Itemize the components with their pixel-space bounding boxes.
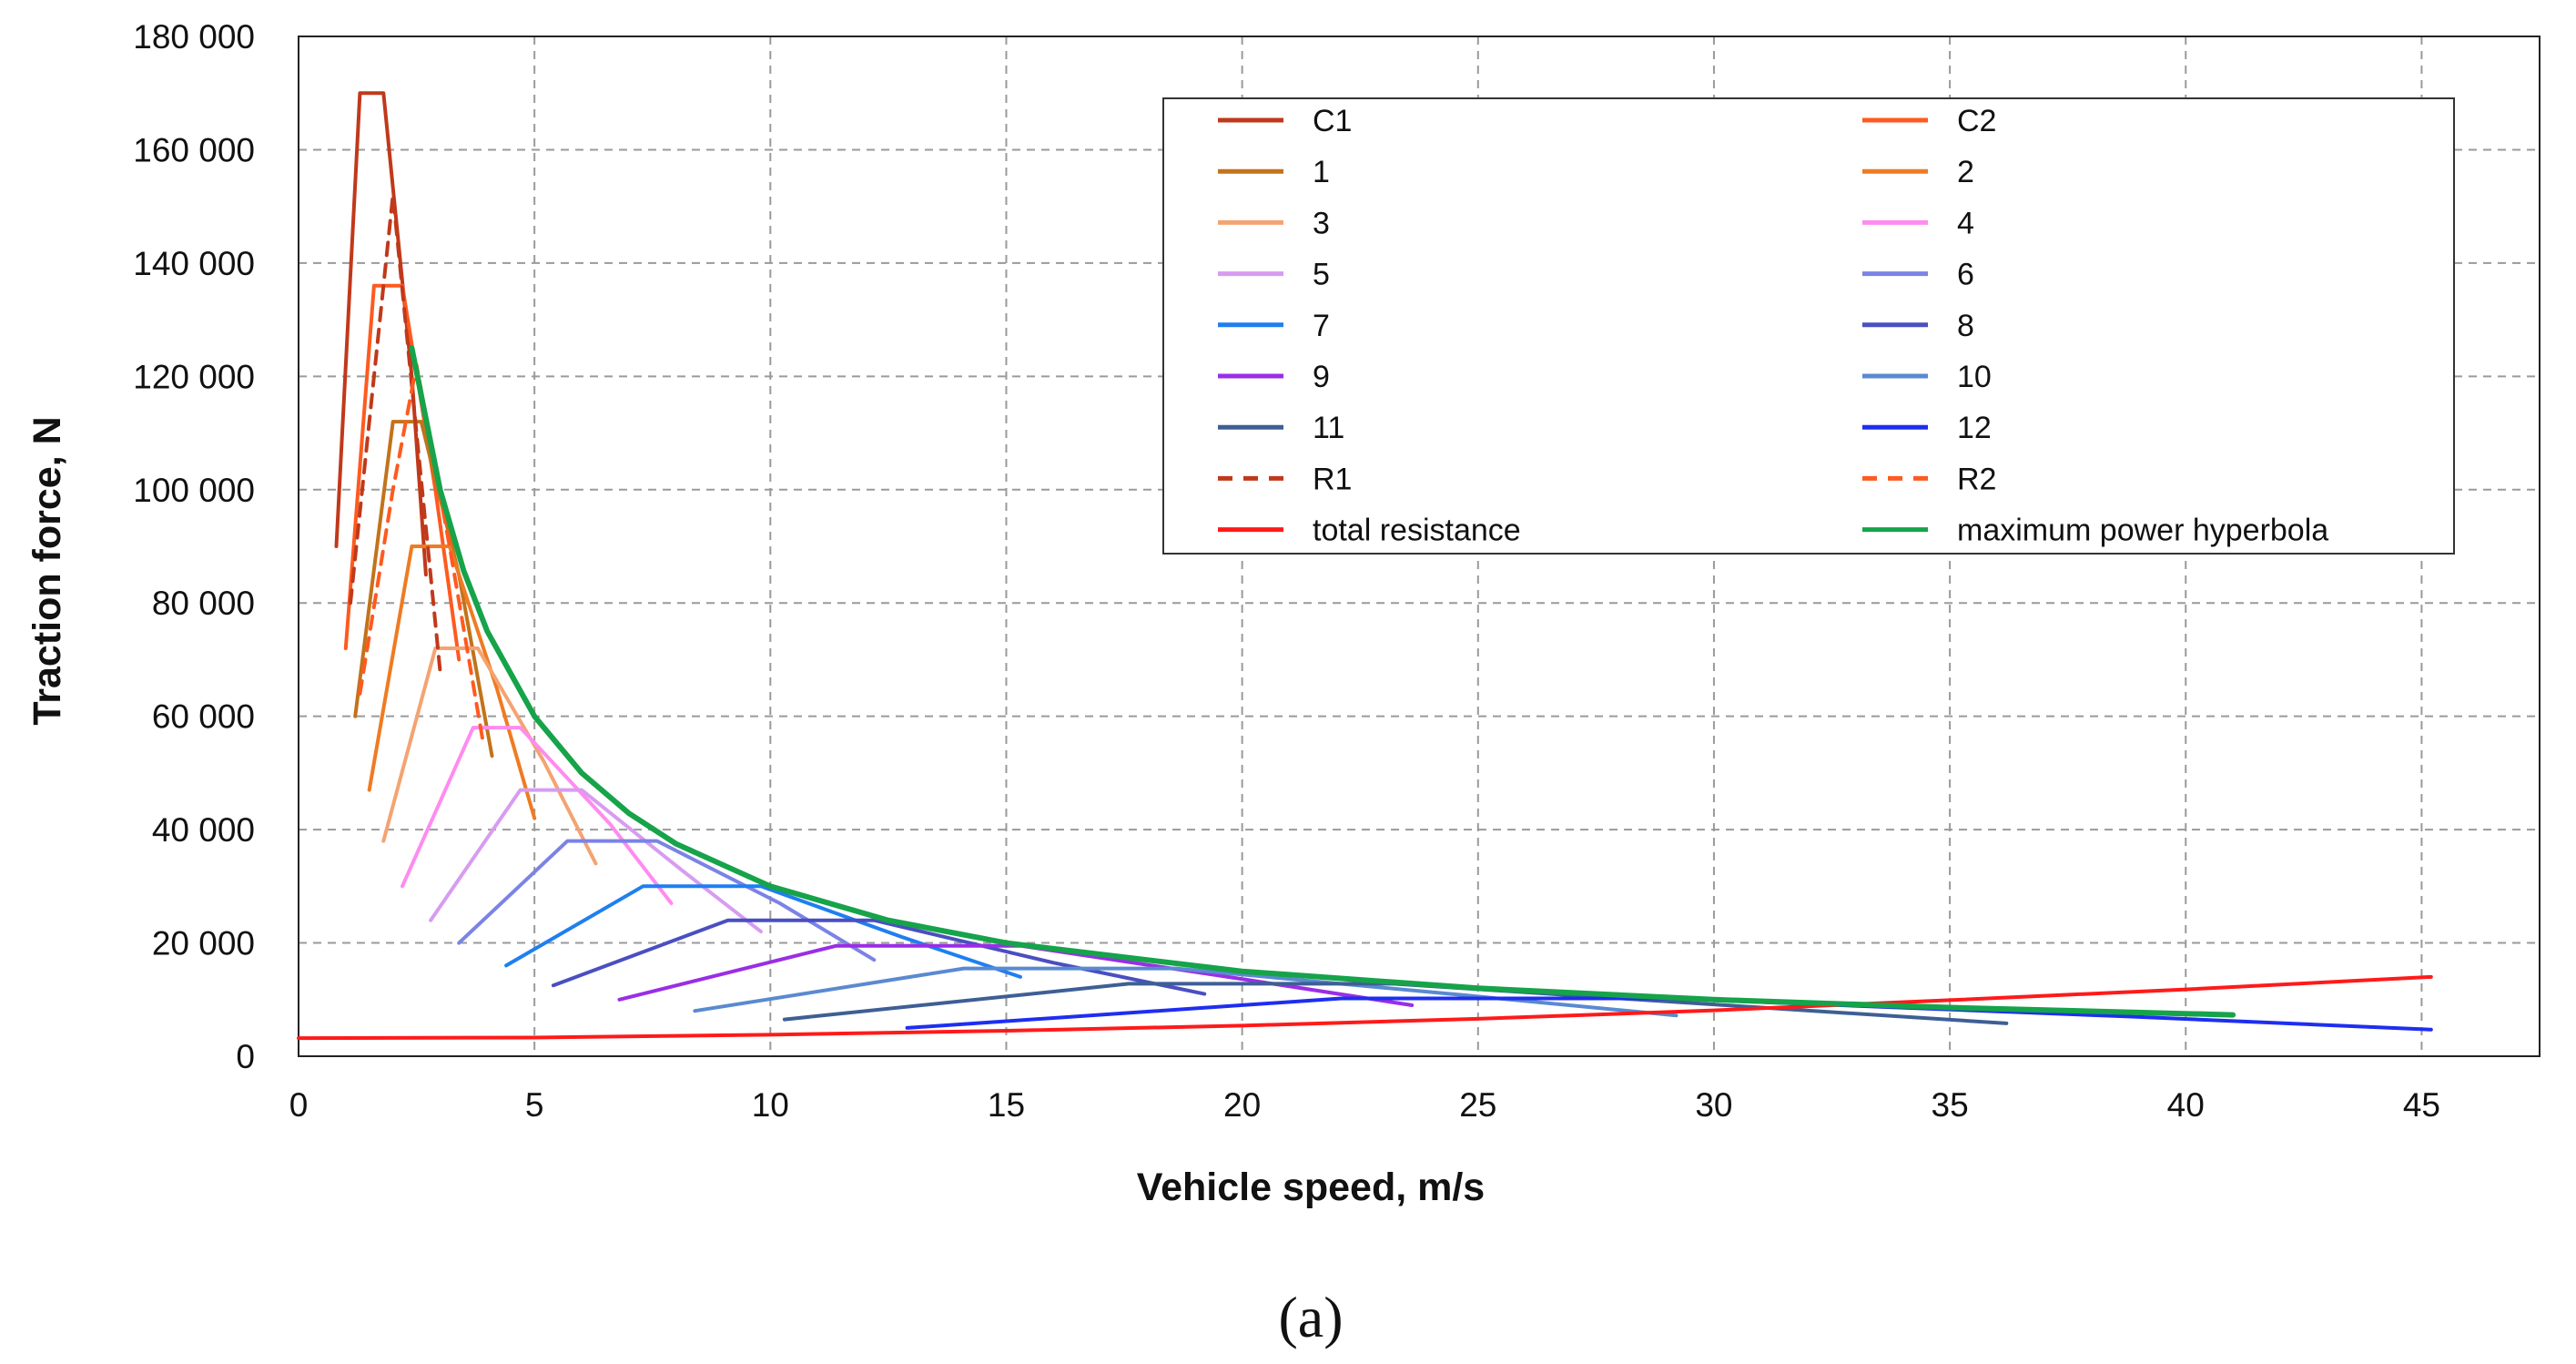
plot-frame <box>298 36 2541 1057</box>
legend-item-5: 5 <box>1218 258 1330 292</box>
legend-item-2: 2 <box>1862 155 1974 189</box>
tick-layer: 0 20 000 40 000 60 000 80 000 100 000 120 000 1… <box>133 18 2440 1124</box>
legend-label: 5 <box>1313 258 1330 292</box>
legend-label: 1 <box>1313 155 1330 189</box>
series-line-maximum-power-hyperbola <box>409 345 2236 1018</box>
series-line-r1 <box>349 193 442 673</box>
legend-label: 12 <box>1957 411 1992 445</box>
legend-label: 4 <box>1957 206 1974 240</box>
legend-item-7: 7 <box>1218 309 1330 343</box>
x-tick-label: 35 <box>1932 1086 1969 1124</box>
legend-label: 8 <box>1957 309 1974 343</box>
legend-item-r2: R2 <box>1862 462 1996 496</box>
x-tick-label: 30 <box>1695 1086 1732 1124</box>
x-tick-label: 0 <box>289 1086 309 1124</box>
legend-item-c1: C1 <box>1218 104 1352 138</box>
legend-item-12: 12 <box>1862 411 1992 445</box>
y-tick-label: 40 000 <box>152 811 255 849</box>
legend-label: 6 <box>1957 258 1974 292</box>
series-line-total-resistance <box>297 974 2433 1041</box>
legend-label: 11 <box>1313 411 1344 445</box>
series-line-10 <box>693 966 1678 1018</box>
x-tick-label: 5 <box>525 1086 544 1124</box>
x-tick-label: 40 <box>2167 1086 2205 1124</box>
legend-item-6: 6 <box>1862 258 1974 292</box>
series-line-5 <box>429 788 763 934</box>
x-axis-title: Vehicle speed, m/s <box>1137 1166 1485 1209</box>
x-tick-label: 10 <box>752 1086 789 1124</box>
legend-label: maximum power hyperbola <box>1957 514 2328 548</box>
legend-label: 2 <box>1957 155 1974 189</box>
series-line-8 <box>551 918 1207 996</box>
x-tick-label: 15 <box>988 1086 1025 1124</box>
legend-label: 10 <box>1957 360 1992 394</box>
legend-label: R2 <box>1957 462 1996 496</box>
series-line-3 <box>381 646 598 866</box>
x-tick-label: 25 <box>1459 1086 1496 1124</box>
legend-item-11: 11 <box>1218 411 1344 445</box>
legend-item-4: 4 <box>1862 206 1974 240</box>
legend-label: 7 <box>1313 309 1330 343</box>
legend-item-8: 8 <box>1862 309 1974 343</box>
y-tick-label: 120 000 <box>133 358 255 395</box>
legend-label: C2 <box>1957 104 1996 138</box>
legend-item-3: 3 <box>1218 206 1330 240</box>
legend-item-10: 10 <box>1862 360 1992 394</box>
series-line-7 <box>504 884 1022 979</box>
legend-item-r1: R1 <box>1218 462 1352 496</box>
legend-label: total resistance <box>1313 514 1521 548</box>
legend-item-9: 9 <box>1218 360 1330 394</box>
series-line-1 <box>353 420 494 758</box>
legend-label: 9 <box>1313 360 1330 394</box>
legend-item-c2: C2 <box>1862 104 1996 138</box>
legend-label: R1 <box>1313 462 1352 496</box>
series-line-2 <box>367 545 537 820</box>
y-tick-label: 20 000 <box>152 925 255 962</box>
y-tick-label: 160 000 <box>133 131 255 168</box>
legend-item-maximum-power-hyperbola: maximum power hyperbola <box>1862 514 2328 548</box>
y-tick-label: 180 000 <box>133 18 255 56</box>
figure-caption: (a) <box>1278 1285 1343 1349</box>
legend-box <box>1162 97 2455 555</box>
x-tick-label: 45 <box>2403 1086 2440 1124</box>
y-tick-label: 80 000 <box>152 585 255 622</box>
legend-item-1: 1 <box>1218 155 1330 189</box>
series-line-6 <box>457 839 877 962</box>
series-layer <box>297 91 2433 1041</box>
y-tick-label: 0 <box>236 1038 255 1075</box>
legend-item-total-resistance: total resistance <box>1218 514 1521 548</box>
y-tick-label: 60 000 <box>152 698 255 736</box>
legend-label: 3 <box>1313 206 1330 240</box>
y-tick-label: 100 000 <box>133 472 255 509</box>
y-tick-label: 140 000 <box>133 245 255 282</box>
x-tick-label: 20 <box>1223 1086 1261 1124</box>
series-line-4 <box>401 726 674 905</box>
y-axis-title: Traction force, N <box>25 416 69 725</box>
legend-label: C1 <box>1313 104 1352 138</box>
